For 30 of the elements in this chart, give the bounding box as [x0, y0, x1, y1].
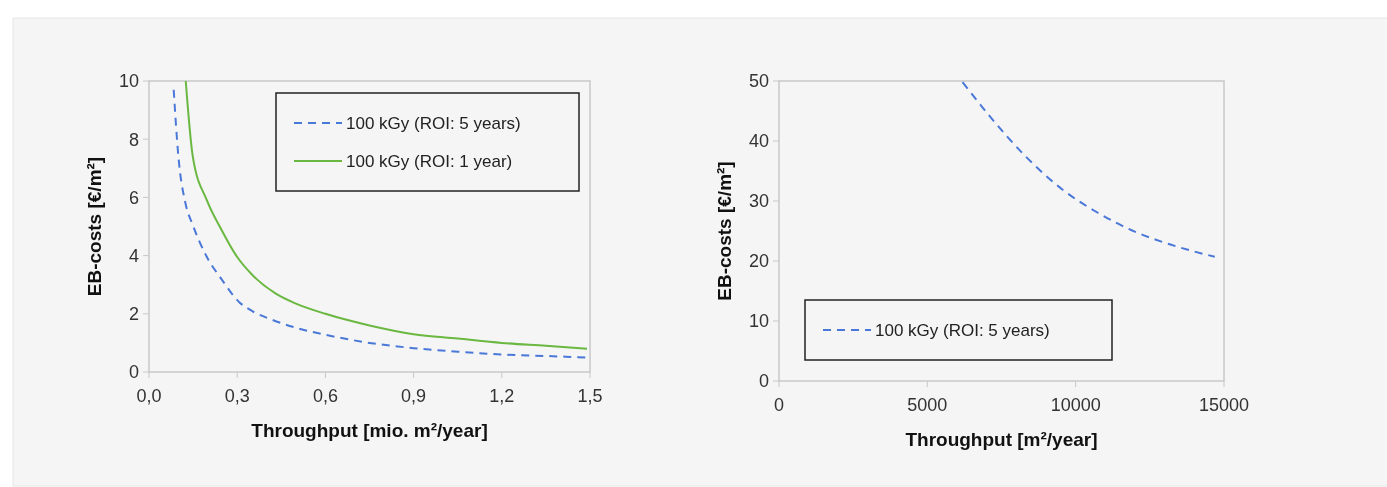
x-axis-title: Throughput [mio. m²/year] — [251, 420, 488, 441]
legend-label: 100 kGy (ROI: 5 years) — [875, 320, 1050, 340]
y-tick-label: 6 — [128, 187, 139, 208]
x-tick-label: 0,9 — [401, 386, 427, 406]
x-tick-label: 0,0 — [136, 386, 162, 406]
y-axis-title: EB-costs [€/m²] — [84, 156, 105, 297]
x-tick-label: 0,3 — [224, 386, 250, 406]
x-tick-label: 1,2 — [489, 386, 515, 406]
legend-label: 100 kGy (ROI: 5 years) — [346, 113, 521, 133]
y-tick-label: 10 — [118, 71, 139, 92]
y-tick-label: 10 — [748, 311, 769, 332]
y-tick-label: 20 — [748, 251, 769, 272]
y-tick-label: 0 — [758, 371, 769, 392]
y-tick-label: 50 — [748, 71, 769, 92]
y-tick-label: 4 — [128, 245, 139, 266]
y-tick-label: 30 — [748, 191, 769, 212]
x-tick-label: 10000 — [1050, 395, 1101, 415]
line-series — [961, 81, 1216, 258]
x-axis-title: Throughput [m²/year] — [905, 429, 1098, 450]
x-tick-label: 1,5 — [577, 386, 603, 406]
x-tick-label: 15000 — [1198, 395, 1250, 415]
y-tick-label: 8 — [128, 129, 139, 150]
x-tick-label: 0 — [773, 395, 785, 415]
x-tick-label: 5000 — [907, 395, 948, 415]
x-tick-label: 0,6 — [312, 386, 338, 406]
y-tick-label: 0 — [128, 362, 139, 383]
y-axis-title: EB-costs [€/m²] — [714, 161, 735, 301]
legend-label: 100 kGy (ROI: 1 year) — [346, 151, 513, 171]
y-tick-label: 40 — [748, 131, 769, 152]
y-tick-label: 2 — [128, 304, 139, 325]
